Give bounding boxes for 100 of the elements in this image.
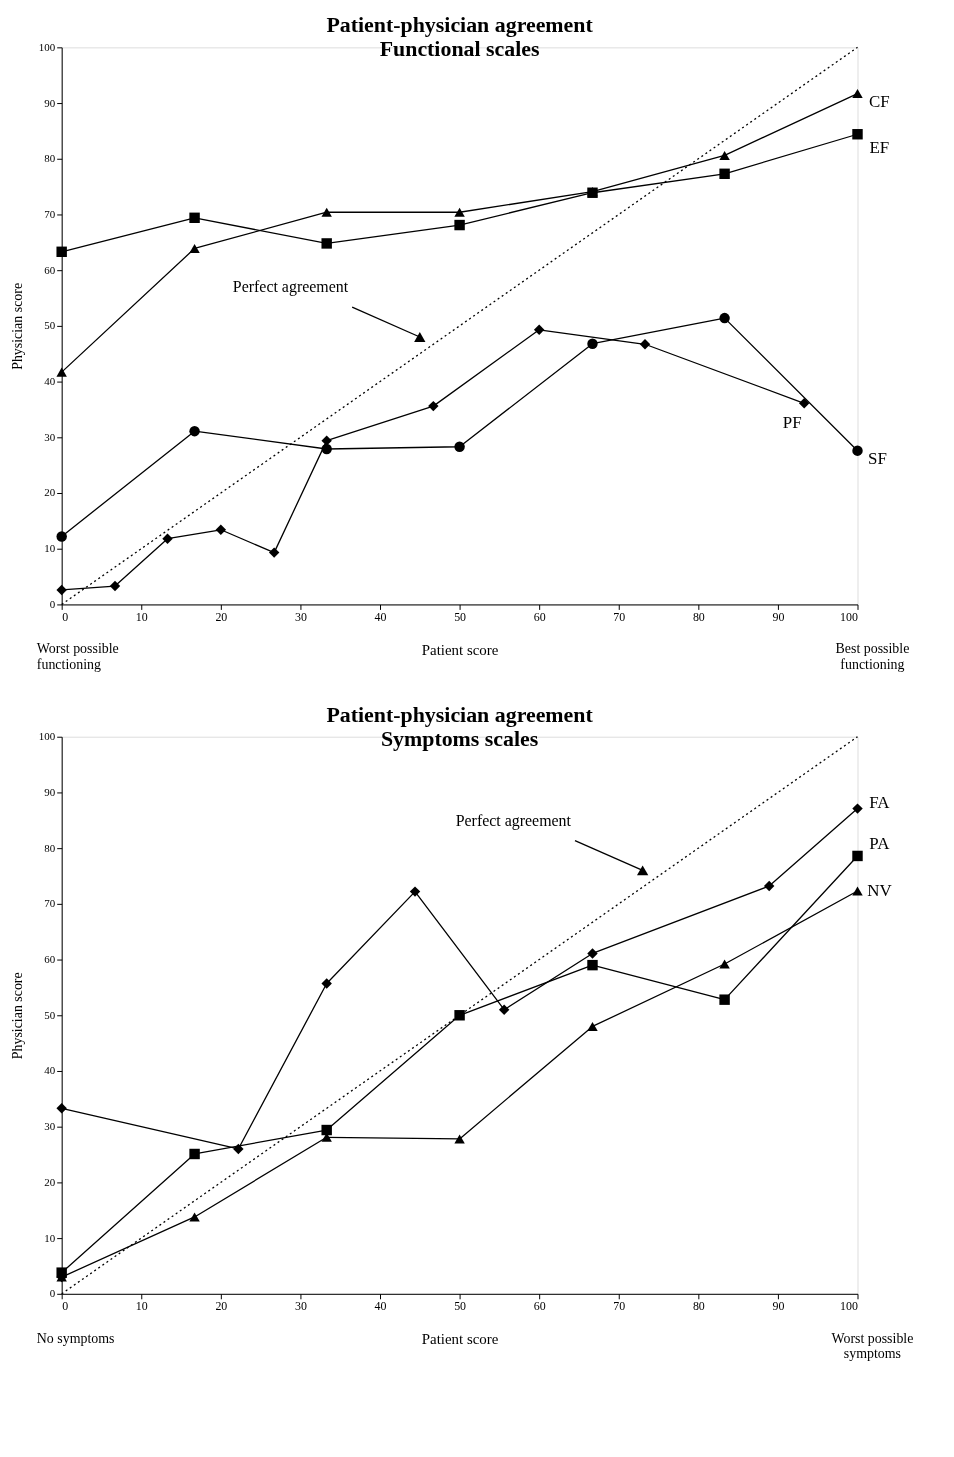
point [587, 948, 598, 959]
point [454, 441, 465, 452]
point [321, 435, 332, 446]
point [852, 445, 863, 456]
point [852, 129, 863, 140]
x-tick-label: 70 [613, 609, 626, 624]
y-tick-label: 100 [38, 40, 56, 53]
chart-title: Patient-physician agreement [326, 702, 594, 727]
y-tick-label: 90 [44, 96, 56, 109]
point [852, 89, 863, 99]
point [56, 246, 67, 258]
x-tick-label: 60 [533, 609, 546, 624]
point [454, 219, 465, 231]
point [189, 425, 200, 437]
point [189, 1148, 200, 1160]
x-tick-label: 90 [772, 609, 785, 624]
point [719, 994, 730, 1005]
point [189, 243, 200, 253]
annotation: Perfect agreement [455, 811, 572, 830]
series-label: FA [869, 792, 891, 812]
x-tick-label: 40 [374, 609, 387, 624]
y-axis-title: Physician score [9, 972, 25, 1060]
y-tick-label: 40 [44, 375, 56, 388]
series-label: NV [867, 881, 893, 901]
x-tick-label: 60 [533, 1299, 546, 1314]
text: Worst possible functioning [36, 641, 119, 673]
x-axis-title: Patient score [421, 641, 499, 658]
x-tick-label: 80 [692, 1299, 705, 1314]
annotation: Perfect agreement [232, 278, 349, 297]
point [852, 850, 863, 862]
point [719, 959, 730, 969]
x-tick-label: 20 [215, 609, 228, 624]
point [56, 531, 67, 542]
point [587, 959, 598, 971]
x-tick-label: 90 [772, 1299, 785, 1314]
point [268, 547, 280, 558]
x-tick-label: 10 [135, 609, 148, 624]
point [454, 1010, 465, 1021]
chart-subtitle: Functional scales [379, 37, 540, 62]
point [56, 1103, 67, 1114]
y-tick-label: 30 [44, 1120, 56, 1133]
y-tick-label: 100 [38, 730, 56, 743]
point [321, 443, 332, 455]
x-axis-title: Patient score [421, 1331, 499, 1348]
point [498, 1004, 510, 1015]
y-tick-label: 10 [44, 542, 56, 555]
y-tick-label: 40 [44, 1064, 56, 1077]
y-tick-label: 0 [49, 1287, 56, 1300]
y-axis-title: Physician score [9, 282, 25, 370]
text: No symptoms [36, 1330, 115, 1346]
y-tick-label: 70 [44, 207, 56, 220]
point [852, 886, 863, 896]
x-tick-label: 70 [613, 1299, 626, 1314]
point [189, 212, 200, 224]
series-label: SF [868, 448, 887, 468]
y-tick-label: 10 [44, 1231, 56, 1244]
x-tick-label: 0 [62, 609, 69, 624]
y-tick-label: 80 [44, 841, 56, 854]
x-tick-label: 30 [294, 609, 307, 624]
point [719, 312, 730, 324]
y-tick-label: 70 [44, 897, 56, 910]
point [798, 398, 810, 409]
x-tick-label: 10 [135, 1299, 148, 1314]
text: Best possible functioning [835, 641, 910, 673]
text: Worst possible symptoms [831, 1330, 914, 1362]
point [321, 238, 332, 249]
chart-subtitle: Symptoms scales [380, 726, 539, 751]
x-tick-label: 50 [454, 1299, 467, 1314]
x-tick-label: 30 [294, 1299, 307, 1314]
y-tick-label: 80 [44, 152, 56, 165]
point [719, 168, 730, 180]
point [587, 338, 598, 349]
series-label: CF [869, 91, 890, 111]
point [56, 584, 67, 596]
point [215, 524, 227, 535]
y-tick-label: 60 [44, 953, 56, 966]
y-tick-label: 20 [44, 486, 56, 499]
y-tick-label: 50 [44, 1008, 56, 1021]
point [763, 880, 775, 892]
x-tick-label: 50 [454, 609, 467, 624]
x-tick-label: 0 [62, 1299, 69, 1314]
point [162, 533, 173, 544]
chart-title: Patient-physician agreement [326, 13, 594, 38]
point [454, 207, 465, 217]
point [189, 1212, 200, 1222]
y-tick-label: 30 [44, 430, 56, 443]
x-tick-label: 20 [215, 1299, 228, 1314]
series-label: PA [869, 833, 891, 853]
x-tick-label: 100 [840, 1299, 859, 1314]
point [587, 1021, 598, 1031]
point [321, 207, 332, 217]
point [56, 367, 67, 377]
x-tick-label: 40 [374, 1299, 387, 1314]
x-tick-label: 80 [692, 609, 705, 624]
series-label: EF [869, 138, 890, 158]
y-tick-label: 60 [44, 263, 56, 276]
point [321, 1124, 332, 1136]
series-label: PF [782, 413, 802, 433]
point [321, 978, 332, 989]
point [719, 150, 730, 160]
